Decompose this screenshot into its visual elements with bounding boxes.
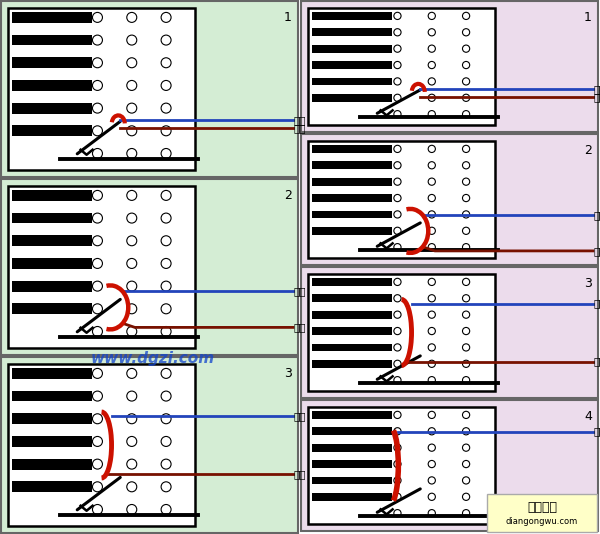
Bar: [301, 267, 598, 398]
Text: www.dgzi.com: www.dgzi.com: [91, 350, 215, 365]
Bar: [12, 368, 92, 379]
Bar: [12, 125, 92, 136]
Bar: [12, 57, 92, 68]
Text: 3: 3: [584, 277, 592, 290]
Bar: [308, 407, 495, 524]
Bar: [312, 360, 392, 368]
Bar: [12, 12, 92, 23]
Bar: [1, 357, 298, 533]
Bar: [312, 411, 392, 419]
Bar: [12, 413, 92, 424]
Text: diangongwu.com: diangongwu.com: [506, 517, 578, 526]
Bar: [301, 400, 598, 531]
Bar: [12, 459, 92, 469]
Bar: [312, 28, 392, 36]
Bar: [12, 436, 92, 447]
Bar: [312, 327, 392, 335]
Bar: [12, 391, 92, 402]
Bar: [301, 134, 598, 265]
Bar: [312, 61, 392, 69]
Bar: [312, 145, 392, 153]
Bar: [12, 235, 92, 246]
Bar: [301, 1, 598, 132]
Bar: [312, 12, 392, 20]
Bar: [312, 460, 392, 468]
Bar: [8, 364, 195, 526]
Bar: [12, 258, 92, 269]
Text: 2: 2: [284, 189, 292, 202]
Text: 阳极: 阳极: [594, 427, 600, 436]
Text: 阴极: 阴极: [594, 92, 600, 102]
Text: 阴极: 阴极: [294, 411, 307, 421]
Bar: [8, 186, 195, 348]
Bar: [312, 178, 392, 185]
Bar: [12, 481, 92, 492]
Bar: [12, 103, 92, 114]
Bar: [308, 141, 495, 258]
Text: 阳极: 阳极: [294, 469, 307, 479]
Bar: [312, 493, 392, 501]
Bar: [308, 8, 495, 125]
Bar: [312, 311, 392, 319]
Bar: [312, 45, 392, 52]
Bar: [12, 35, 92, 45]
Text: 阳极: 阳极: [594, 210, 600, 220]
Bar: [312, 294, 392, 302]
Bar: [312, 427, 392, 435]
Bar: [308, 274, 495, 391]
Text: 阴极: 阴极: [294, 115, 307, 125]
Bar: [312, 194, 392, 202]
Bar: [8, 8, 195, 170]
Bar: [312, 77, 392, 85]
Bar: [12, 281, 92, 292]
Bar: [312, 476, 392, 484]
Bar: [312, 210, 392, 218]
Text: 1: 1: [284, 11, 292, 24]
Bar: [312, 278, 392, 286]
Text: 阳极: 阳极: [594, 84, 600, 94]
Text: 阳极: 阳极: [594, 299, 600, 309]
Bar: [487, 494, 597, 532]
Bar: [12, 190, 92, 201]
Bar: [312, 343, 392, 351]
Text: 阳极: 阳极: [294, 123, 307, 134]
Text: 阴极: 阴极: [594, 246, 600, 256]
Text: 阴极: 阴极: [294, 286, 307, 296]
Bar: [12, 213, 92, 224]
Text: 阳极: 阳极: [294, 323, 307, 332]
Text: 阴极: 阴极: [594, 357, 600, 366]
Bar: [312, 227, 392, 235]
Text: 4: 4: [584, 410, 592, 423]
Bar: [312, 161, 392, 169]
Text: 3: 3: [284, 367, 292, 380]
Bar: [312, 94, 392, 101]
Text: 电工之屋: 电工之屋: [527, 501, 557, 514]
Bar: [12, 80, 92, 91]
Bar: [312, 444, 392, 452]
Bar: [1, 179, 298, 355]
Text: 1: 1: [584, 11, 592, 24]
Text: 2: 2: [584, 144, 592, 157]
Bar: [1, 1, 298, 177]
Bar: [12, 303, 92, 314]
